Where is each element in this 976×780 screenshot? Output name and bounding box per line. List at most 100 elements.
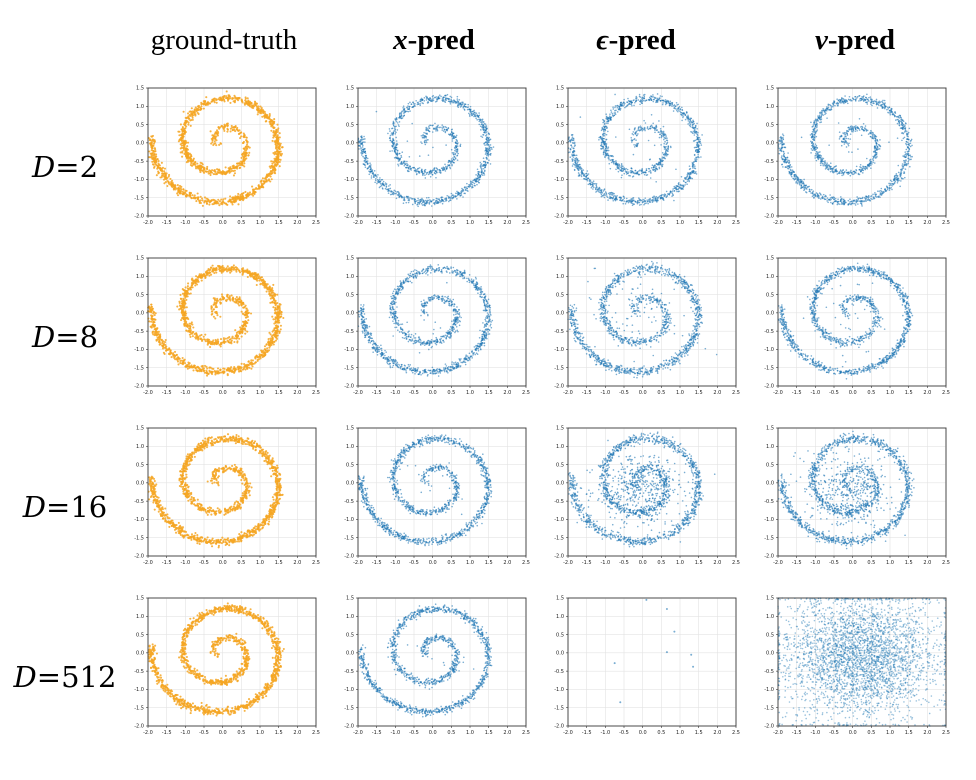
data-point <box>151 147 153 149</box>
data-point <box>692 178 694 180</box>
data-point <box>405 111 407 113</box>
data-point <box>679 186 681 188</box>
data-point <box>875 157 877 159</box>
data-point <box>464 103 466 105</box>
data-point <box>238 129 240 131</box>
data-point <box>226 131 228 133</box>
data-point <box>672 192 674 194</box>
data-point <box>418 172 420 174</box>
data-point <box>655 102 657 104</box>
data-point <box>666 149 668 151</box>
data-point <box>658 99 660 101</box>
data-point <box>810 122 812 124</box>
data-point <box>631 170 633 172</box>
data-point <box>671 103 673 105</box>
data-point <box>874 192 876 194</box>
data-point <box>604 194 606 196</box>
data-point <box>621 168 623 170</box>
y-tick-label: 0.5 <box>346 122 354 128</box>
data-point <box>202 163 204 165</box>
data-point <box>672 190 674 192</box>
data-point <box>687 120 689 122</box>
data-point <box>463 190 465 192</box>
data-point <box>570 148 572 150</box>
data-point <box>637 133 639 135</box>
data-point <box>483 157 485 159</box>
data-point <box>445 127 447 129</box>
data-point <box>858 100 860 102</box>
data-point <box>456 191 458 193</box>
data-point <box>666 196 668 198</box>
data-point <box>632 203 634 205</box>
data-point <box>430 176 432 178</box>
data-point <box>651 167 653 169</box>
data-point <box>194 164 196 166</box>
data-point <box>599 192 601 194</box>
data-point <box>485 150 487 152</box>
data-point <box>163 170 165 172</box>
data-point <box>633 105 635 107</box>
data-point <box>360 143 362 145</box>
data-point <box>152 150 154 152</box>
data-point <box>480 165 482 167</box>
data-point <box>650 177 652 179</box>
data-point <box>457 155 459 157</box>
data-point <box>699 139 701 141</box>
data-point <box>570 141 572 143</box>
data-point <box>615 105 617 107</box>
data-point <box>432 169 434 171</box>
data-point <box>607 122 609 124</box>
data-point <box>480 175 482 177</box>
data-point <box>796 175 798 177</box>
data-point <box>276 164 278 166</box>
data-point <box>218 204 220 206</box>
data-point <box>601 142 603 144</box>
data-point <box>385 182 387 184</box>
data-point <box>434 172 436 174</box>
data-point <box>699 141 701 143</box>
data-point <box>443 130 445 132</box>
data-point <box>464 108 466 110</box>
data-point <box>257 105 259 107</box>
data-point <box>481 127 483 129</box>
data-point <box>669 103 671 105</box>
data-point <box>204 200 206 202</box>
data-point <box>471 115 473 117</box>
data-point <box>823 194 825 196</box>
data-point <box>232 129 234 131</box>
data-point <box>409 166 411 168</box>
data-point <box>608 163 610 165</box>
data-point <box>487 149 489 151</box>
data-point <box>460 192 462 194</box>
data-point <box>389 184 391 186</box>
data-point <box>660 144 662 146</box>
data-point <box>603 190 605 192</box>
data-point <box>472 184 474 186</box>
data-point <box>638 170 640 172</box>
data-point <box>654 198 656 200</box>
data-point <box>619 106 621 108</box>
data-point <box>451 149 453 151</box>
data-point <box>411 103 413 105</box>
x-tick-label: 0.5 <box>657 220 665 226</box>
data-point <box>606 139 608 141</box>
data-point <box>650 170 652 172</box>
data-point <box>643 120 645 122</box>
data-point <box>870 96 872 98</box>
data-point <box>610 110 612 112</box>
data-point <box>466 190 468 192</box>
data-point <box>480 129 482 131</box>
data-point <box>680 114 682 116</box>
data-point <box>613 115 615 117</box>
data-point <box>684 177 686 179</box>
data-point <box>630 137 632 139</box>
data-point <box>617 163 619 165</box>
data-point <box>408 197 410 199</box>
data-point <box>481 169 483 171</box>
data-point <box>158 172 160 174</box>
data-point <box>491 148 493 150</box>
data-point <box>574 143 576 145</box>
y-tick-label: -1.5 <box>554 195 564 201</box>
data-point <box>484 170 486 172</box>
data-point <box>168 174 170 176</box>
